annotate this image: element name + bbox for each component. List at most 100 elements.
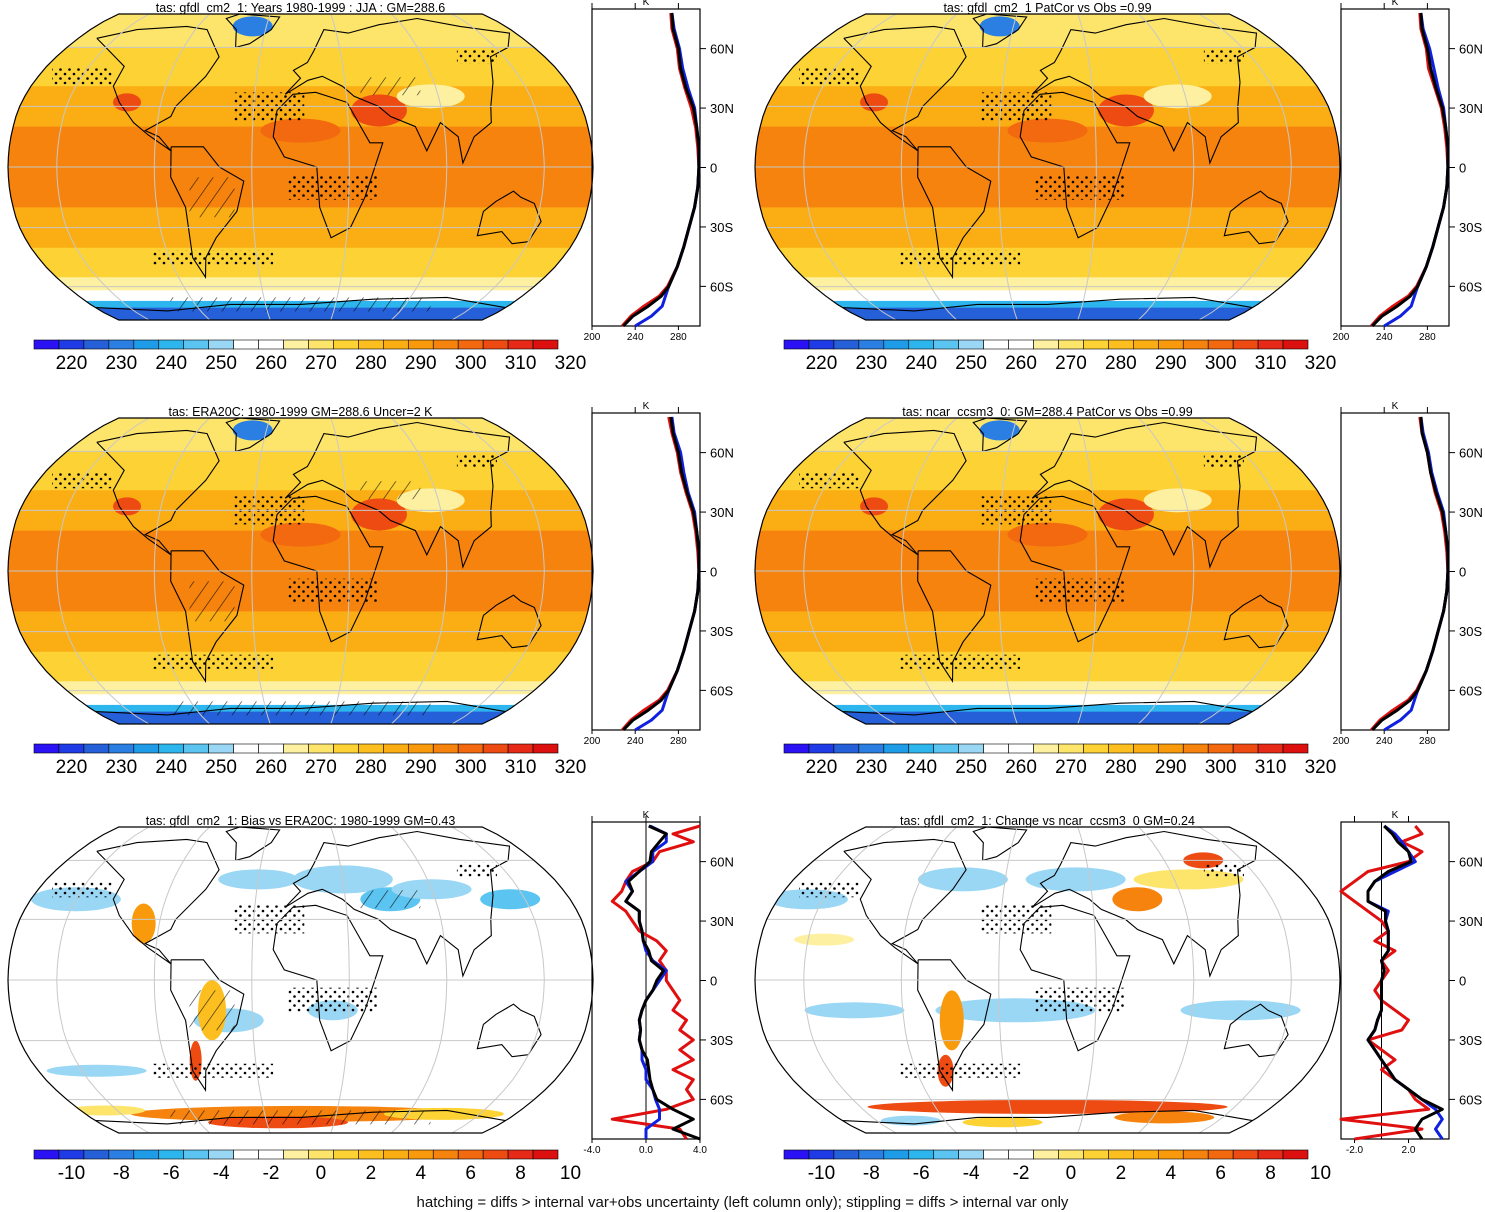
graticule-meridian xyxy=(56,827,150,1133)
greenland-ice xyxy=(232,420,273,441)
colorbar-bin xyxy=(133,743,160,754)
colorbar-bin xyxy=(1207,743,1234,754)
profile-xlabel: K xyxy=(1392,401,1399,412)
profile-line-black xyxy=(622,12,701,328)
band-sh-mid xyxy=(8,651,593,682)
colorbar-bin xyxy=(1133,1149,1159,1160)
lat-tick-label: 0 xyxy=(1459,565,1466,580)
anomaly-patch xyxy=(1112,887,1163,912)
colorbar-bin xyxy=(308,743,334,754)
anomaly-patch xyxy=(804,1002,905,1019)
panel-title: tas: gfdl_cm2_1: Years 1980-1999 : JJA :… xyxy=(156,1,445,15)
stippling xyxy=(900,654,1021,669)
band-arctic xyxy=(8,418,593,452)
lat-tick-label: 60S xyxy=(710,1092,733,1107)
colorbar-bin xyxy=(1033,1149,1059,1160)
colorbar-bin xyxy=(183,743,209,754)
colorbar-bin xyxy=(482,339,509,350)
stippling xyxy=(1034,174,1125,200)
colorbar-bin xyxy=(1108,1149,1134,1160)
colorbar-tick-label: -10 xyxy=(58,1163,85,1184)
lat-tick-label: 30N xyxy=(710,505,734,520)
coastline xyxy=(1019,495,1131,643)
colorbar-tick-label: 260 xyxy=(1005,353,1037,374)
profile-xlabel: K xyxy=(643,0,650,8)
colorbar-tick-label: 270 xyxy=(305,353,337,374)
map-border xyxy=(754,826,1341,1134)
graticule-meridian xyxy=(1138,827,1195,1133)
profile-line-red xyxy=(610,824,701,1140)
colorbar-bin xyxy=(883,743,910,754)
band-ice-edge xyxy=(755,694,1340,706)
lat-tick-label: 0 xyxy=(710,565,717,580)
colorbar-bin xyxy=(33,339,60,350)
map-field xyxy=(755,827,1340,1133)
profile-plot: 60N 30N 0 30S 60S K 200 240 280 xyxy=(584,0,734,343)
colorbar-tick-label: 6 xyxy=(465,1163,476,1184)
colorbar-tick-label: 240 xyxy=(155,757,187,778)
colorbar-bin xyxy=(83,339,110,350)
stippling xyxy=(287,578,378,604)
panel: tas: ERA20C: 1980-1999 GM=288.6 Uncer=2 … xyxy=(7,401,734,778)
band-antarctica xyxy=(755,307,1340,320)
profile-line-blue xyxy=(634,12,701,328)
colorbar-tick-label: 310 xyxy=(1255,757,1287,778)
colorbar-bin xyxy=(507,339,534,350)
profile-xlabel: K xyxy=(643,401,650,412)
lat-tick-label: 60N xyxy=(710,42,734,57)
colorbar-bin xyxy=(358,339,384,350)
colorbar-tick-label: 270 xyxy=(1055,353,1087,374)
graticule-meridian xyxy=(56,14,150,320)
colorbar-bin xyxy=(908,743,935,754)
lat-tick-label: 0 xyxy=(1459,974,1466,989)
coastline xyxy=(917,959,992,1092)
profile-x-tick-label: 200 xyxy=(584,736,601,747)
profile-line-blue xyxy=(1383,416,1450,732)
colorbar-bin xyxy=(108,1149,135,1160)
profile-x-tick-label: 0.0 xyxy=(639,1145,653,1156)
colorbar-bin xyxy=(958,1149,984,1160)
colorbar-bin xyxy=(283,743,309,754)
coastline xyxy=(96,429,220,556)
coastline xyxy=(476,190,542,245)
colorbar-bin xyxy=(383,339,409,350)
profile-xlabel: K xyxy=(1392,810,1399,821)
coastline xyxy=(1223,190,1289,245)
stippling xyxy=(900,250,1021,265)
colorbar-bin xyxy=(358,743,384,754)
colorbar-bin xyxy=(1083,339,1109,350)
colorbar-bin xyxy=(532,743,559,754)
graticule-meridian xyxy=(153,14,210,320)
colorbar-bin xyxy=(1257,743,1284,754)
profile-xlabel: K xyxy=(1392,0,1399,8)
colorbar-bin xyxy=(333,339,359,350)
coastline xyxy=(476,1003,542,1058)
colorbar-bin xyxy=(1282,743,1309,754)
greenland-ice xyxy=(979,16,1020,37)
greenland-ice xyxy=(979,420,1020,441)
colorbar: 220 230 240 250 260 270 280 290 300 310 320 xyxy=(783,339,1336,374)
colorbar-tick-label: 280 xyxy=(355,353,387,374)
graticule-meridian xyxy=(803,14,897,320)
colorbar-tick-label: 10 xyxy=(1310,1163,1331,1184)
colorbar-tick-label: 230 xyxy=(105,757,137,778)
band-antarctica xyxy=(755,711,1340,724)
colorbar-bin xyxy=(958,743,984,754)
colorbar-bin xyxy=(158,743,185,754)
graticule-meridian xyxy=(1198,14,1292,320)
coastline xyxy=(1019,904,1131,1052)
colorbar-bin xyxy=(407,339,434,350)
lat-tick-label: 60N xyxy=(710,446,734,461)
colorbar-bin xyxy=(183,339,209,350)
colorbar-bin xyxy=(1282,339,1309,350)
anomaly-patch xyxy=(794,933,855,946)
hatching xyxy=(360,890,421,909)
lat-tick-label: 30N xyxy=(1459,505,1483,520)
stippling xyxy=(456,49,497,64)
hot-spot-arabia xyxy=(350,498,407,531)
profile-x-tick-label: -4.0 xyxy=(583,1145,601,1156)
colorbar-tick-label: 2 xyxy=(1116,1163,1127,1184)
tibet-plateau xyxy=(1143,488,1212,513)
panel: tas: gfdl_cm2_1: Bias vs ERA20C: 1980-19… xyxy=(7,810,734,1184)
lat-tick-label: 30S xyxy=(1459,1033,1482,1048)
